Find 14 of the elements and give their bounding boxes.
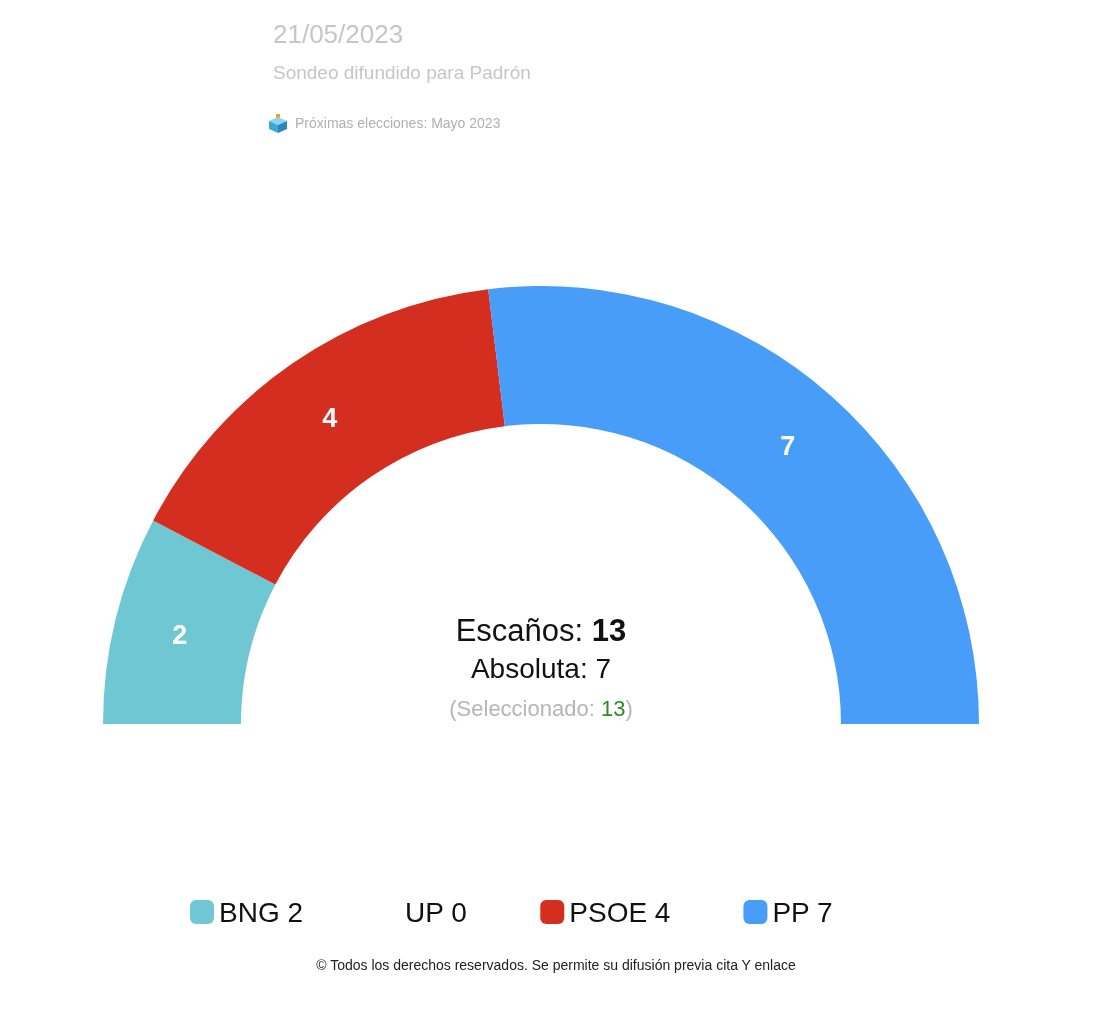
data-label: 7 bbox=[780, 430, 796, 461]
text: Absoluta: 7 bbox=[470, 652, 612, 684]
legend-label: PP 7 bbox=[772, 896, 833, 928]
data-label: 2 bbox=[172, 619, 188, 650]
chart-title: 21/05/2023 bbox=[273, 19, 404, 49]
text: Próximas elecciones: Mayo 2023 bbox=[295, 115, 501, 131]
legend-label: BNG 2 bbox=[219, 896, 304, 928]
chart-subtitle: Sondeo difundido para Padrón bbox=[273, 62, 531, 83]
data-label: 4 bbox=[322, 402, 338, 433]
legend-label: PSOE 4 bbox=[569, 896, 671, 928]
text: © Todos los derechos reservados. Se permite su difusión previa cita Y enlace bbox=[316, 957, 796, 973]
text: Escaños: 13 bbox=[455, 612, 627, 648]
text: (Seleccionado: 13) bbox=[449, 695, 633, 721]
category-label: UP 0 bbox=[405, 896, 467, 928]
